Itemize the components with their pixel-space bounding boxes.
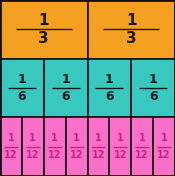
Bar	[88, 117, 109, 176]
Text: 1: 1	[161, 133, 167, 143]
Text: 1: 1	[8, 133, 14, 143]
Text: 1: 1	[73, 133, 80, 143]
Text: 1: 1	[51, 133, 58, 143]
Bar	[88, 0, 175, 59]
Text: 6: 6	[105, 90, 114, 103]
Text: 3: 3	[126, 31, 136, 46]
Bar	[0, 117, 22, 176]
Text: 12: 12	[157, 150, 171, 161]
Text: 12: 12	[135, 150, 149, 161]
Text: 1: 1	[61, 73, 70, 86]
Bar	[153, 117, 175, 176]
Text: 1: 1	[139, 133, 146, 143]
Text: 6: 6	[61, 90, 70, 103]
Text: 1: 1	[117, 133, 124, 143]
Bar	[44, 117, 66, 176]
Bar	[0, 0, 88, 59]
Text: 1: 1	[29, 133, 36, 143]
Text: 1: 1	[38, 13, 49, 28]
Bar	[131, 117, 153, 176]
Bar	[22, 117, 44, 176]
Text: 12: 12	[70, 150, 83, 161]
Bar	[66, 117, 88, 176]
Bar	[109, 117, 131, 176]
Bar	[44, 59, 88, 117]
Text: 12: 12	[4, 150, 18, 161]
Text: 6: 6	[149, 90, 158, 103]
Text: 12: 12	[114, 150, 127, 161]
Bar	[0, 59, 44, 117]
Text: 1: 1	[149, 73, 158, 86]
Text: 12: 12	[26, 150, 40, 161]
Bar	[131, 59, 175, 117]
Text: 1: 1	[95, 133, 102, 143]
Text: 1: 1	[126, 13, 136, 28]
Bar	[88, 59, 131, 117]
Text: 3: 3	[38, 31, 49, 46]
Text: 6: 6	[18, 90, 26, 103]
Text: 1: 1	[105, 73, 114, 86]
Text: 12: 12	[48, 150, 61, 161]
Text: 12: 12	[92, 150, 105, 161]
Text: 1: 1	[18, 73, 26, 86]
